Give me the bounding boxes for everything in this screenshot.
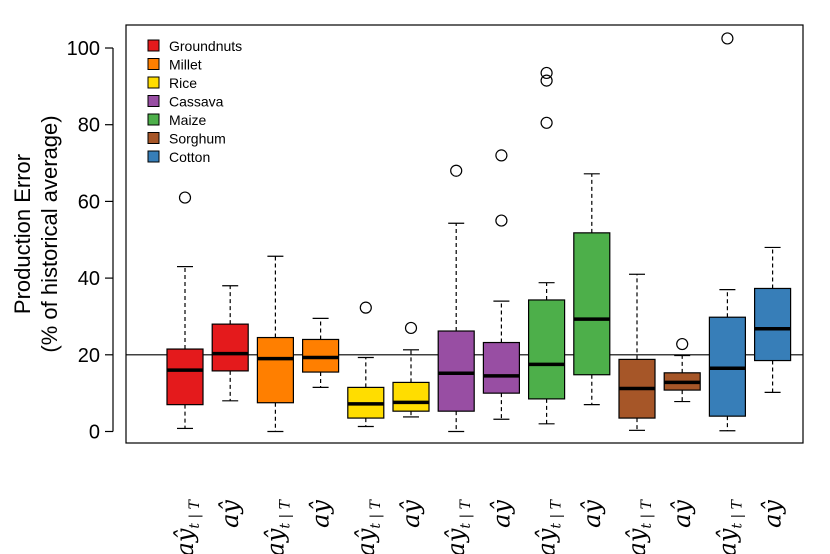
box-millet-forecast [256, 255, 294, 433]
x-tick-label-main: aŷ [578, 500, 606, 528]
x-tick-label-subscript: t | T [729, 498, 745, 528]
x-tick-label: aŷt | T [261, 498, 293, 554]
x-tick-label-subscript: t | T [639, 498, 655, 528]
outlier-point [359, 301, 372, 314]
x-tick-label-main: aŷ [442, 528, 470, 554]
outlier-point [495, 149, 508, 162]
legend-label: Sorghum [169, 131, 226, 147]
y-tick-label: 100 [67, 38, 100, 60]
y-tick-label: 20 [78, 345, 100, 367]
box-body [166, 348, 204, 406]
box-body [392, 381, 430, 412]
legend-swatch [147, 58, 160, 70]
y-tick-label: 80 [78, 115, 100, 137]
x-tick-label-main: aŷ [759, 500, 787, 528]
x-tick-label: aŷt | T [352, 498, 384, 554]
legend-swatch [147, 113, 160, 126]
x-tick-label-main: aŷ [623, 528, 651, 554]
box-cassava-forecast [437, 164, 475, 433]
box-cassava-final [482, 149, 520, 420]
outlier-point [495, 214, 508, 227]
box-maize-final [573, 173, 611, 406]
x-tick-label: aŷ [397, 500, 425, 528]
outlier-point [540, 66, 553, 80]
x-tick-label: aŷ [668, 500, 696, 528]
x-tick-label: aŷt | T [533, 498, 565, 554]
outlier-point [676, 337, 689, 351]
outlier-point [450, 164, 463, 177]
x-tick-label-subscript: t | T [368, 498, 384, 528]
y-tick-label: 40 [78, 268, 100, 290]
legend-swatch [147, 132, 160, 144]
box-body [211, 323, 249, 372]
y-axis-label-line-2: (% of historical average) [37, 115, 62, 352]
legend-swatch [147, 39, 160, 52]
x-tick-label-main: aŷ [713, 528, 741, 554]
box-cotton-final [753, 246, 792, 393]
x-tick-label: aŷt | T [442, 498, 474, 554]
x-tick-label: aŷ [216, 500, 244, 528]
legend-label: Groundnuts [169, 38, 242, 54]
box-body [256, 336, 294, 404]
box-maize-forecast [527, 66, 566, 425]
plot-frame [125, 24, 804, 444]
y-tick-label: 60 [78, 191, 100, 213]
outlier-point [721, 32, 734, 45]
x-tick-label: aŷ [578, 500, 606, 528]
outlier-point [540, 74, 553, 87]
box-layer [166, 32, 792, 433]
x-tick-label: aŷt | T [171, 498, 203, 554]
x-tick-label: aŷ [759, 500, 787, 528]
y-axis-label: Production Error (% of historical averag… [10, 115, 62, 352]
outlier-point [540, 116, 553, 129]
x-tick-label: aŷt | T [623, 498, 655, 554]
x-tick-label: aŷt | T [713, 498, 745, 554]
x-tick-label-main: aŷ [216, 500, 244, 528]
x-tick-label-subscript: t | T [277, 498, 293, 528]
y-tick-label: 0 [89, 421, 100, 443]
box-millet-final [302, 317, 340, 388]
y-axis-label-line-1: Production Error [10, 154, 35, 314]
legend-label: Millet [169, 57, 202, 73]
x-tick-label-subscript: t | T [187, 498, 203, 528]
x-tick-label-main: aŷ [487, 500, 515, 528]
x-tick-label-subscript: t | T [549, 498, 565, 528]
box-body [753, 287, 792, 362]
legend-label: Rice [169, 75, 197, 91]
box-sorghum-forecast [618, 273, 656, 431]
legend-label: Maize [169, 112, 207, 128]
legend-swatch [147, 150, 160, 163]
legend: Groundnuts Millet Rice Cassava Maize Sorghum C… [147, 38, 242, 165]
x-tick-label-main: aŷ [171, 528, 199, 554]
box-rice-forecast [347, 301, 385, 428]
box-groundnuts-final [211, 285, 249, 402]
x-tick-label-main: aŷ [668, 500, 696, 528]
x-tick-label-subscript: t | T [458, 498, 474, 528]
box-sorghum-final [663, 337, 701, 403]
box-body [482, 341, 520, 394]
box-body [437, 330, 475, 412]
legend-label: Cotton [169, 149, 210, 165]
box-cotton-forecast [708, 32, 747, 432]
x-tick-label-main: aŷ [397, 500, 425, 528]
x-tick-label-main: aŷ [261, 528, 289, 554]
x-tick-label: aŷ [487, 500, 515, 528]
x-tick-label-main: aŷ [533, 528, 561, 554]
legend-swatch [147, 76, 160, 89]
box-groundnuts-forecast [166, 191, 204, 430]
legend-swatch [147, 95, 160, 107]
y-axis: 0 20 40 60 80 100 [67, 38, 114, 443]
legend-label: Cassava [169, 94, 224, 110]
box-body [527, 299, 566, 400]
x-tick-label-main: aŷ [307, 500, 335, 528]
x-tick-label: aŷ [307, 500, 335, 528]
x-tick-label-main: aŷ [352, 528, 380, 554]
box-rice-final [392, 321, 430, 418]
outlier-point [404, 321, 418, 335]
box-body [573, 232, 611, 376]
outlier-point [178, 191, 192, 204]
